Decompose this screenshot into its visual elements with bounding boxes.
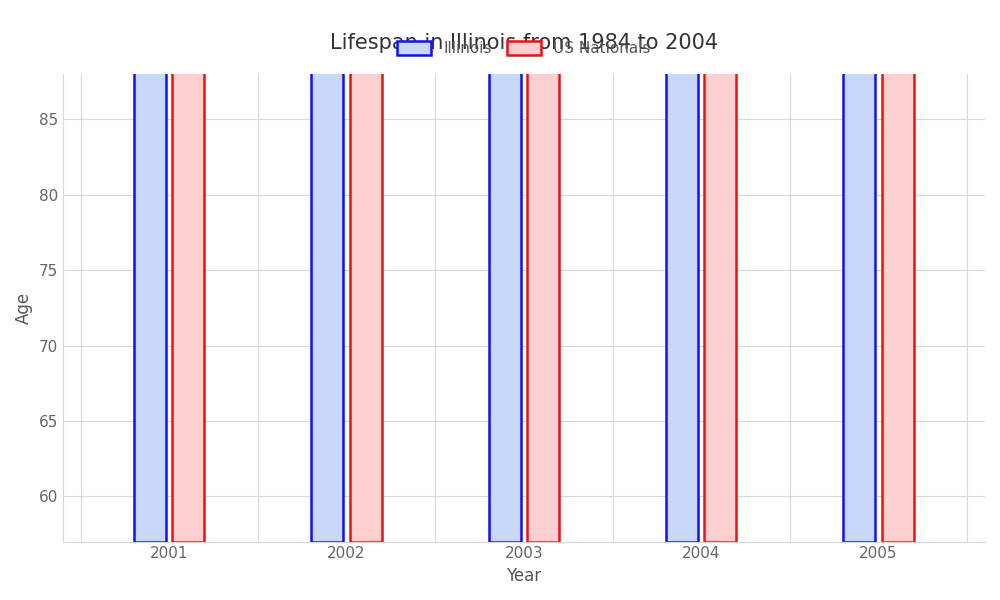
- Bar: [527, 0, 559, 542]
- Bar: [311, 0, 343, 542]
- Bar: [704, 0, 736, 542]
- Bar: [350, 0, 382, 542]
- Bar: [172, 0, 204, 542]
- Bar: [882, 0, 914, 542]
- Bar: [489, 0, 521, 542]
- Legend: Illinois, US Nationals: Illinois, US Nationals: [391, 35, 656, 62]
- Bar: [843, 0, 875, 542]
- Y-axis label: Age: Age: [15, 292, 33, 324]
- X-axis label: Year: Year: [506, 567, 541, 585]
- Bar: [666, 0, 698, 542]
- Title: Lifespan in Illinois from 1984 to 2004: Lifespan in Illinois from 1984 to 2004: [330, 33, 718, 53]
- Bar: [134, 0, 166, 542]
